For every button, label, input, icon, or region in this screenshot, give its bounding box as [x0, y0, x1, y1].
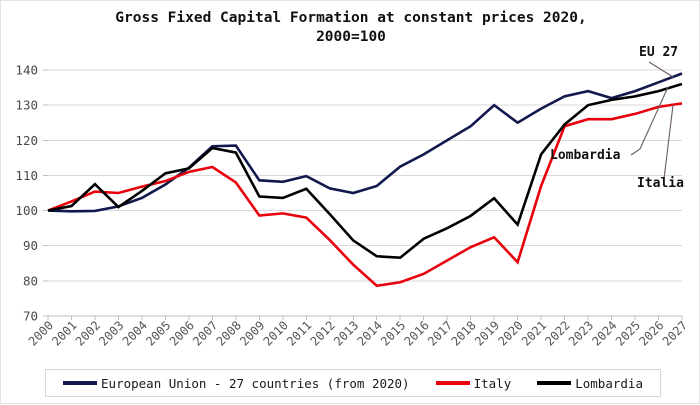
series-line-italia [47, 102, 683, 288]
x-axis-tick-label: 2017 [425, 318, 455, 348]
x-axis-tick-label: 2015 [378, 318, 408, 348]
x-axis-tick-label: 2025 [613, 318, 643, 348]
legend-item-lombardia[interactable]: Lombardia [537, 376, 643, 391]
x-axis-tick-label: 2010 [261, 318, 291, 348]
x-axis-tick-label: 2005 [143, 318, 173, 348]
y-axis-tick-label: 100 [15, 203, 38, 218]
tickmarks-group [47, 316, 683, 320]
series-group [47, 72, 683, 288]
y-axis-labels: 140 130 120 110 100 90 80 70 [15, 63, 38, 324]
series-line-lombardia [47, 82, 683, 259]
legend-label-eu: European Union - 27 countries (from 2020… [101, 375, 410, 391]
x-axis-tick-label: 2012 [308, 318, 338, 348]
x-axis-tick-label: 2006 [167, 318, 197, 348]
x-axis-tick-label: 2021 [519, 318, 549, 348]
annotation-label-lombardia: Lombardia [550, 148, 621, 163]
y-axis-tick-label: 130 [15, 98, 38, 113]
annotation-leader-lines [630, 61, 674, 180]
y-axis-tick-label: 80 [23, 273, 38, 288]
annotation-labels: EU 27 Lombardia Italia [550, 45, 684, 191]
x-axis-tick-label: 2003 [96, 318, 126, 348]
chart-title: Gross Fixed Capital Formation at constan… [1, 9, 700, 47]
x-axis-tick-label: 2023 [566, 318, 596, 348]
x-axis-tick-label: 2013 [331, 318, 361, 348]
x-axis-tick-label: 2011 [284, 318, 314, 348]
x-axis-tick-label: 2019 [472, 318, 502, 348]
x-axis-tick-label: 2020 [495, 318, 525, 348]
x-axis-tick-label: 2002 [73, 318, 103, 348]
legend-label-lombardia: Lombardia [575, 375, 643, 391]
x-axis-labels: 2000200120022003200420052006200720082009… [26, 318, 690, 348]
x-axis-tick-label: 2018 [448, 318, 478, 348]
legend-item-eu[interactable]: European Union - 27 countries (from 2020… [63, 376, 410, 391]
series-line-eu-27 [47, 72, 683, 213]
x-axis-tick-label: 2016 [401, 318, 431, 348]
legend-item-italy[interactable]: Italy [435, 375, 512, 391]
y-axis-tick-label: 140 [15, 63, 38, 78]
y-axis-tick-label: 110 [15, 168, 38, 183]
x-axis-tick-label: 2004 [120, 318, 150, 348]
chart-legend: European Union - 27 countries (from 2020… [45, 369, 661, 397]
x-axis-tick-label: 2008 [214, 318, 244, 348]
legend-label-italy: Italy [473, 375, 512, 391]
chart-title-line2: 2000=100 [316, 29, 386, 45]
y-axis-tick-label: 90 [23, 238, 38, 253]
annotation-label-italia: Italia [637, 176, 684, 191]
y-axis-tick-label: 70 [23, 309, 38, 324]
x-axis-tick-label: 2001 [49, 318, 79, 348]
gridlines-group [43, 69, 682, 317]
x-axis-tick-label: 2014 [355, 318, 385, 348]
x-axis-tick-label: 2022 [542, 318, 572, 348]
legend-swatch-lombardia [537, 381, 572, 385]
x-axis-tick-label: 2026 [636, 318, 666, 348]
legend-swatch-italy [435, 381, 470, 385]
chart-title-line1: Gross Fixed Capital Formation at constan… [115, 10, 587, 26]
legend-swatch-eu [63, 381, 98, 385]
x-axis-tick-label: 2009 [237, 318, 267, 348]
x-axis-tick-label: 2024 [589, 318, 619, 348]
x-axis-tick-label: 2007 [190, 318, 220, 348]
x-axis-tick-label: 2027 [660, 318, 690, 348]
annotation-label-eu-27: EU 27 [639, 45, 678, 60]
y-axis-tick-label: 120 [15, 133, 38, 148]
